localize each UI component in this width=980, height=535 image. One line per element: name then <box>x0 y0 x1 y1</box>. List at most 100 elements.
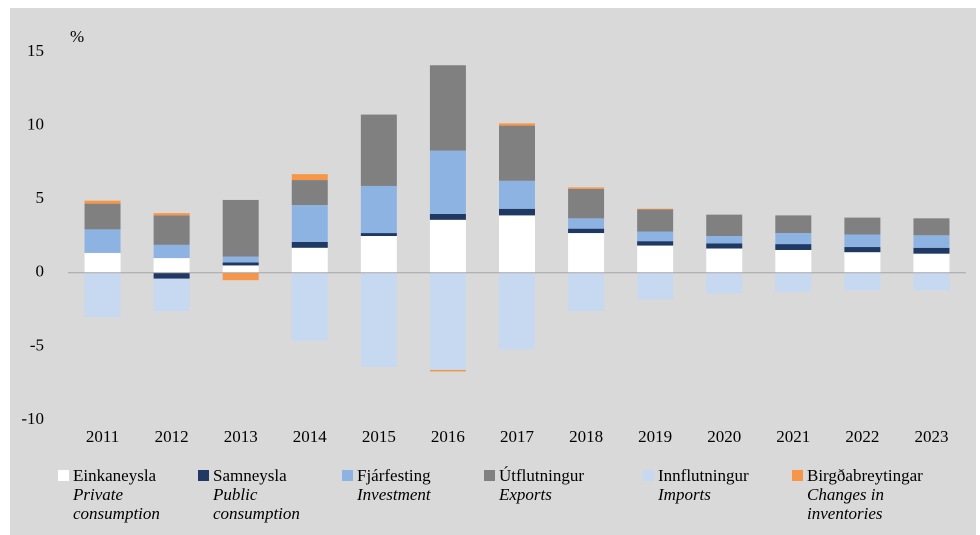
legend-item: Útflutningur Exports <box>484 466 634 504</box>
y-axis-label: % <box>70 27 84 46</box>
x-tick-label: 2015 <box>362 427 396 446</box>
bar-segment <box>637 209 674 232</box>
legend-swatch <box>792 470 803 481</box>
bar-segment <box>429 219 466 273</box>
bar-segment <box>913 235 950 248</box>
bar-segment <box>291 241 328 248</box>
bar-segment <box>775 244 812 250</box>
bar-segment <box>291 247 328 273</box>
bar-segment <box>844 272 881 291</box>
y-tick-label: 15 <box>27 41 44 60</box>
bar-segment <box>913 272 950 291</box>
legend-label-en: Public consumption <box>213 485 300 523</box>
bar-segment <box>153 244 190 259</box>
legend-item: Birgðabreytingar Changes in inventories <box>792 466 942 523</box>
bar-segment <box>499 272 535 350</box>
bar-segment <box>913 253 950 273</box>
bar-segment <box>222 262 259 266</box>
bar-segment <box>222 272 259 281</box>
legend-label: Birgðabreytingar <box>807 466 923 485</box>
bar-segment <box>84 272 121 317</box>
legend-swatch <box>342 470 353 481</box>
bar-segment <box>499 123 535 126</box>
x-tick-label: 2016 <box>431 427 465 446</box>
bar-segment <box>706 236 743 244</box>
bar-segment <box>568 272 605 312</box>
bar-segment <box>706 272 743 294</box>
y-tick-label: 0 <box>36 262 45 281</box>
bar-segment <box>429 369 466 372</box>
bar-segment <box>360 233 397 236</box>
y-tick-label: 10 <box>27 115 44 134</box>
bar-segment <box>844 217 881 235</box>
bar-segment <box>429 65 466 151</box>
legend-swatch <box>643 470 654 481</box>
bar-segment <box>568 228 605 234</box>
x-tick-label: 2021 <box>776 427 810 446</box>
bar-segment <box>775 215 812 234</box>
bar-segment <box>844 247 881 253</box>
bar-segment <box>499 125 535 181</box>
x-tick-label: 2020 <box>707 427 741 446</box>
bar-segment <box>84 203 121 230</box>
y-tick-label: 5 <box>36 188 45 207</box>
legend-swatch <box>198 470 209 481</box>
legend-swatch <box>484 470 495 481</box>
bar-segment <box>499 215 535 273</box>
legend-label: Útflutningur <box>499 466 584 485</box>
bar-segment <box>706 214 743 236</box>
bar-segment <box>222 199 259 257</box>
bar-segment <box>637 245 674 273</box>
bar-segment <box>637 241 674 246</box>
bar-segment <box>291 174 328 181</box>
x-tick-label: 2012 <box>155 427 189 446</box>
bar-segment <box>360 236 397 273</box>
y-tick-label: -10 <box>21 409 44 428</box>
bar-segment <box>568 187 605 189</box>
bar-segment <box>153 278 190 312</box>
legend-item: Samneysla Public consumption <box>198 466 348 523</box>
x-tick-label: 2023 <box>914 427 948 446</box>
bar-segment <box>775 233 812 245</box>
x-tick-label: 2013 <box>224 427 258 446</box>
bar-segment <box>429 150 466 214</box>
legend-label-en: Exports <box>499 485 552 504</box>
legend-label-en: Investment <box>357 485 431 504</box>
x-tick-label: 2022 <box>845 427 879 446</box>
bar-segment <box>360 114 397 186</box>
bar-segment <box>775 272 812 292</box>
bar-segment <box>153 258 190 273</box>
bar-segment <box>568 188 605 219</box>
legend-label-en: Imports <box>658 485 711 504</box>
bar-segment <box>775 249 812 273</box>
bar-segment <box>706 243 743 249</box>
bar-segment <box>844 234 881 248</box>
bar-segment <box>568 218 605 229</box>
legend-label: Samneysla <box>213 466 287 485</box>
bar-segment <box>429 213 466 220</box>
legend-label-en: Private consumption <box>73 485 160 523</box>
bar-segment <box>637 272 674 300</box>
legend-item: Einkaneysla Private consumption <box>58 466 208 523</box>
bar-segment <box>360 272 397 368</box>
legend-item: Innflutningur Imports <box>643 466 793 504</box>
legend-swatch <box>58 470 69 481</box>
bar-segment <box>637 208 674 210</box>
bar-segment <box>84 200 121 204</box>
bar-segment <box>499 180 535 209</box>
bar-segment <box>153 272 190 279</box>
bar-segment <box>153 215 190 245</box>
x-tick-label: 2019 <box>638 427 672 446</box>
bar-segment <box>222 256 259 263</box>
bar-segment <box>499 208 535 216</box>
bar-segment <box>429 272 466 370</box>
y-tick-label: -5 <box>30 335 44 354</box>
bar-segment <box>84 252 121 273</box>
x-tick-label: 2014 <box>293 427 328 446</box>
bar-segment <box>360 185 397 234</box>
bar-segment <box>222 265 259 273</box>
bar-segment <box>913 218 950 236</box>
bar-segment <box>291 180 328 206</box>
legend-label-en: Changes in inventories <box>807 485 884 523</box>
